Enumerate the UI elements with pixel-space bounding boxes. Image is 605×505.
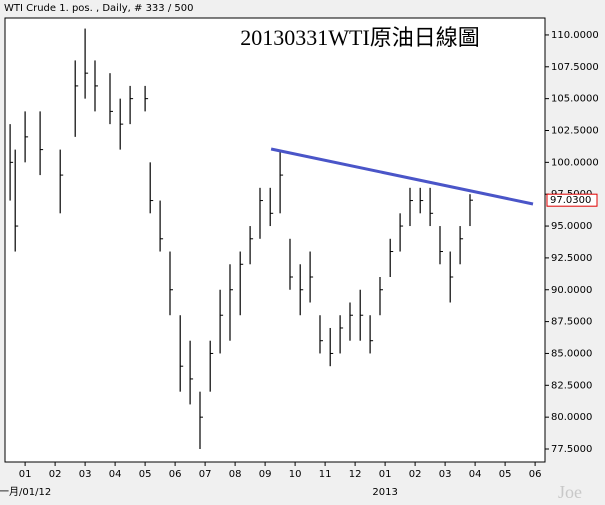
x-tick-label: 04 — [109, 469, 122, 480]
last-price-box — [546, 193, 598, 207]
x-tick-label: 02 — [409, 469, 422, 480]
y-tick-label: 87.5000 — [551, 317, 592, 328]
trendline — [270, 147, 534, 206]
x-tick-label: 07 — [199, 469, 212, 480]
x-tick-label: 04 — [469, 469, 482, 480]
x-tick-label: 02 — [49, 469, 62, 480]
y-tick-label: 110.0000 — [551, 30, 599, 41]
plot-area — [4, 17, 546, 463]
y-tick-label: 95.0000 — [551, 221, 592, 232]
chart-title: 20130331WTI原油日線圖 — [240, 25, 480, 50]
x-tick-label: 01 — [19, 469, 32, 480]
x-tick-label: 09 — [259, 469, 272, 480]
x-tick-label: 10 — [289, 469, 302, 480]
x-tick-label: 01 — [379, 469, 392, 480]
y-tick-label: 85.0000 — [551, 348, 592, 359]
x-tick-label: 06 — [529, 469, 542, 480]
y-tick-label: 80.0000 — [551, 412, 592, 423]
x-tick-label: 12 — [349, 469, 362, 480]
x-tick-label: 06 — [169, 469, 182, 480]
header: WTI Crude 1. pos. , Daily, # 333 / 500 — [4, 3, 193, 14]
x-tick-label: 05 — [499, 469, 512, 480]
x-tick-label: 03 — [439, 469, 452, 480]
y-tick-label: 102.5000 — [551, 125, 599, 136]
x-tick-label: 05 — [139, 469, 152, 480]
x-year-label: 2013 — [372, 487, 397, 498]
y-tick-label: 105.0000 — [551, 94, 599, 105]
y-tick-label: 107.5000 — [551, 62, 599, 73]
y-tick-label: 92.5000 — [551, 253, 592, 264]
x-tick-label: 08 — [229, 469, 242, 480]
y-tick-label: 82.5000 — [551, 380, 592, 391]
y-tick-label: 77.5000 — [551, 444, 592, 455]
last-price-label: 97.0300 — [550, 195, 591, 206]
x-year-label: 一月/01/12 — [0, 486, 51, 498]
x-tick-label: 11 — [319, 469, 332, 480]
y-tick-label: 100.0000 — [551, 157, 599, 168]
y-tick-label: 90.0000 — [551, 285, 592, 296]
x-tick-label: 03 — [79, 469, 92, 480]
watermark: Joe — [558, 482, 582, 502]
